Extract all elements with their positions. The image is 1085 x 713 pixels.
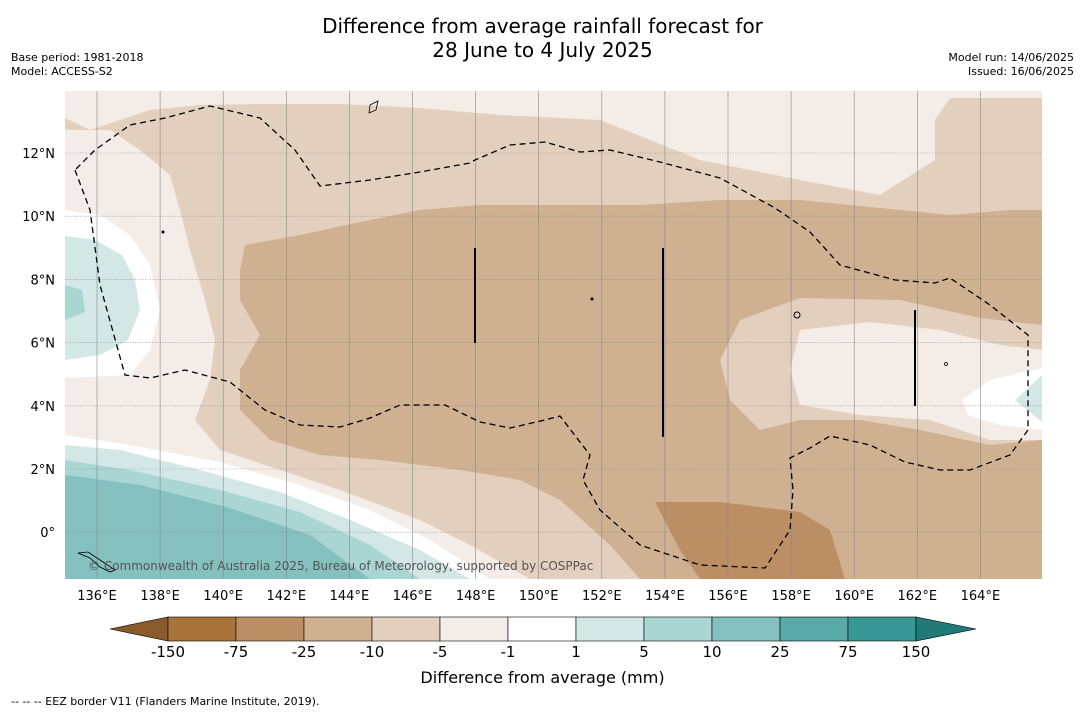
legend-swatch (371, 616, 441, 642)
y-tick-label: 2°N (31, 463, 56, 478)
legend-tick-label: -150 (150, 643, 186, 661)
region-near-zero-right (962, 368, 1042, 430)
legend-swatch (167, 616, 237, 642)
legend-tick-label: -10 (359, 643, 385, 661)
legend-tick-label: 5 (639, 643, 649, 661)
meta-right: Model run: 14/06/2025 Issued: 16/06/2025 (948, 51, 1074, 79)
model-run: Model run: 14/06/2025 (948, 51, 1074, 64)
island (944, 362, 948, 366)
title-line-1: Difference from average rainfall forecas… (322, 14, 763, 38)
map-title: Difference from average rainfall forecas… (0, 14, 1085, 62)
island (368, 100, 379, 114)
x-tick-label: 154°E (645, 589, 685, 604)
x-tick-label: 142°E (267, 589, 307, 604)
legend-swatch (779, 616, 849, 642)
x-tick-label: 164°E (961, 589, 1001, 604)
legend-tick-label: 1 (571, 643, 581, 661)
region-1-to-5-right (1015, 375, 1042, 422)
region-minus-25-to-75 (655, 502, 845, 579)
y-tick-label: 4°N (31, 400, 56, 415)
legend-colorbar (109, 616, 977, 642)
x-tick-label: 146°E (393, 589, 433, 604)
island (590, 297, 594, 301)
legend-arrow-right (915, 616, 977, 642)
x-tick-label: 156°E (708, 589, 748, 604)
legend-swatch (711, 616, 781, 642)
legend-tick-label: 10 (702, 643, 722, 661)
legend-tick-label: -1 (500, 643, 516, 661)
base-period: Base period: 1981-2018 (11, 51, 144, 64)
eez-footnote: -- -- -- EEZ border V11 (Flanders Marine… (11, 695, 320, 708)
legend-swatch (235, 616, 305, 642)
legend-tick-label: 150 (901, 643, 931, 661)
legend-title: Difference from average (mm) (420, 668, 665, 687)
legend-tick-label: -5 (432, 643, 448, 661)
legend-tick-label: 25 (770, 643, 790, 661)
legend-tick-label: 75 (838, 643, 858, 661)
y-tick-label: 10°N (22, 210, 55, 225)
legend-swatch (303, 616, 373, 642)
legend-swatch (847, 616, 917, 642)
x-tick-label: 140°E (203, 589, 243, 604)
y-tick-label: 12°N (22, 147, 55, 162)
island (793, 311, 801, 319)
region-5-to-10-left (65, 285, 85, 320)
legend-swatch (507, 616, 577, 642)
legend-tick-label: -25 (291, 643, 317, 661)
x-tick-label: 158°E (771, 589, 811, 604)
map-plot-area: © Commonwealth of Australia 2025, Bureau… (65, 91, 1042, 579)
region-1-to-5-left (65, 236, 140, 360)
y-tick-label: 8°N (31, 273, 56, 288)
eez-border (74, 105, 1029, 569)
region-10-to-25-bottom (65, 475, 370, 579)
x-tick-label: 150°E (519, 589, 559, 604)
x-tick-label: 144°E (330, 589, 370, 604)
y-tick-label: 6°N (31, 337, 56, 352)
region-minus-10-to-25 (240, 200, 1042, 579)
x-tick-label: 160°E (834, 589, 874, 604)
y-axis-ticks: 12°N 10°N 8°N 6°N 4°N 2°N 0° (22, 147, 55, 541)
x-tick-label: 162°E (898, 589, 938, 604)
meta-left: Base period: 1981-2018 Model: ACCESS-S2 (11, 51, 143, 79)
copyright-text: © Commonwealth of Australia 2025, Bureau… (88, 559, 593, 573)
x-tick-label: 152°E (582, 589, 622, 604)
x-tick-label: 148°E (456, 589, 496, 604)
model-name: Model: ACCESS-S2 (11, 65, 113, 78)
island (161, 230, 165, 234)
legend-swatch (439, 616, 509, 642)
legend-arrow-left (109, 616, 169, 642)
title-line-2: 28 June to 4 July 2025 (432, 38, 653, 62)
x-tick-label: 138°E (140, 589, 180, 604)
x-tick-label: 136°E (77, 589, 117, 604)
legend-swatch (575, 616, 645, 642)
legend-tick-label: -75 (223, 643, 249, 661)
issued-date: Issued: 16/06/2025 (967, 65, 1074, 78)
region-minus-1-to-5-top (65, 91, 1042, 195)
island (77, 551, 116, 573)
legend-swatch (643, 616, 713, 642)
y-tick-label: 0° (40, 526, 55, 541)
x-axis-ticks: 136°E 138°E 140°E 142°E 144°E 146°E 148°E 150°E… (77, 589, 1000, 604)
legend-tick-labels: -150 -75 -25 -10 -5 -1 1 5 10 25 75 150 (0, 643, 1085, 663)
